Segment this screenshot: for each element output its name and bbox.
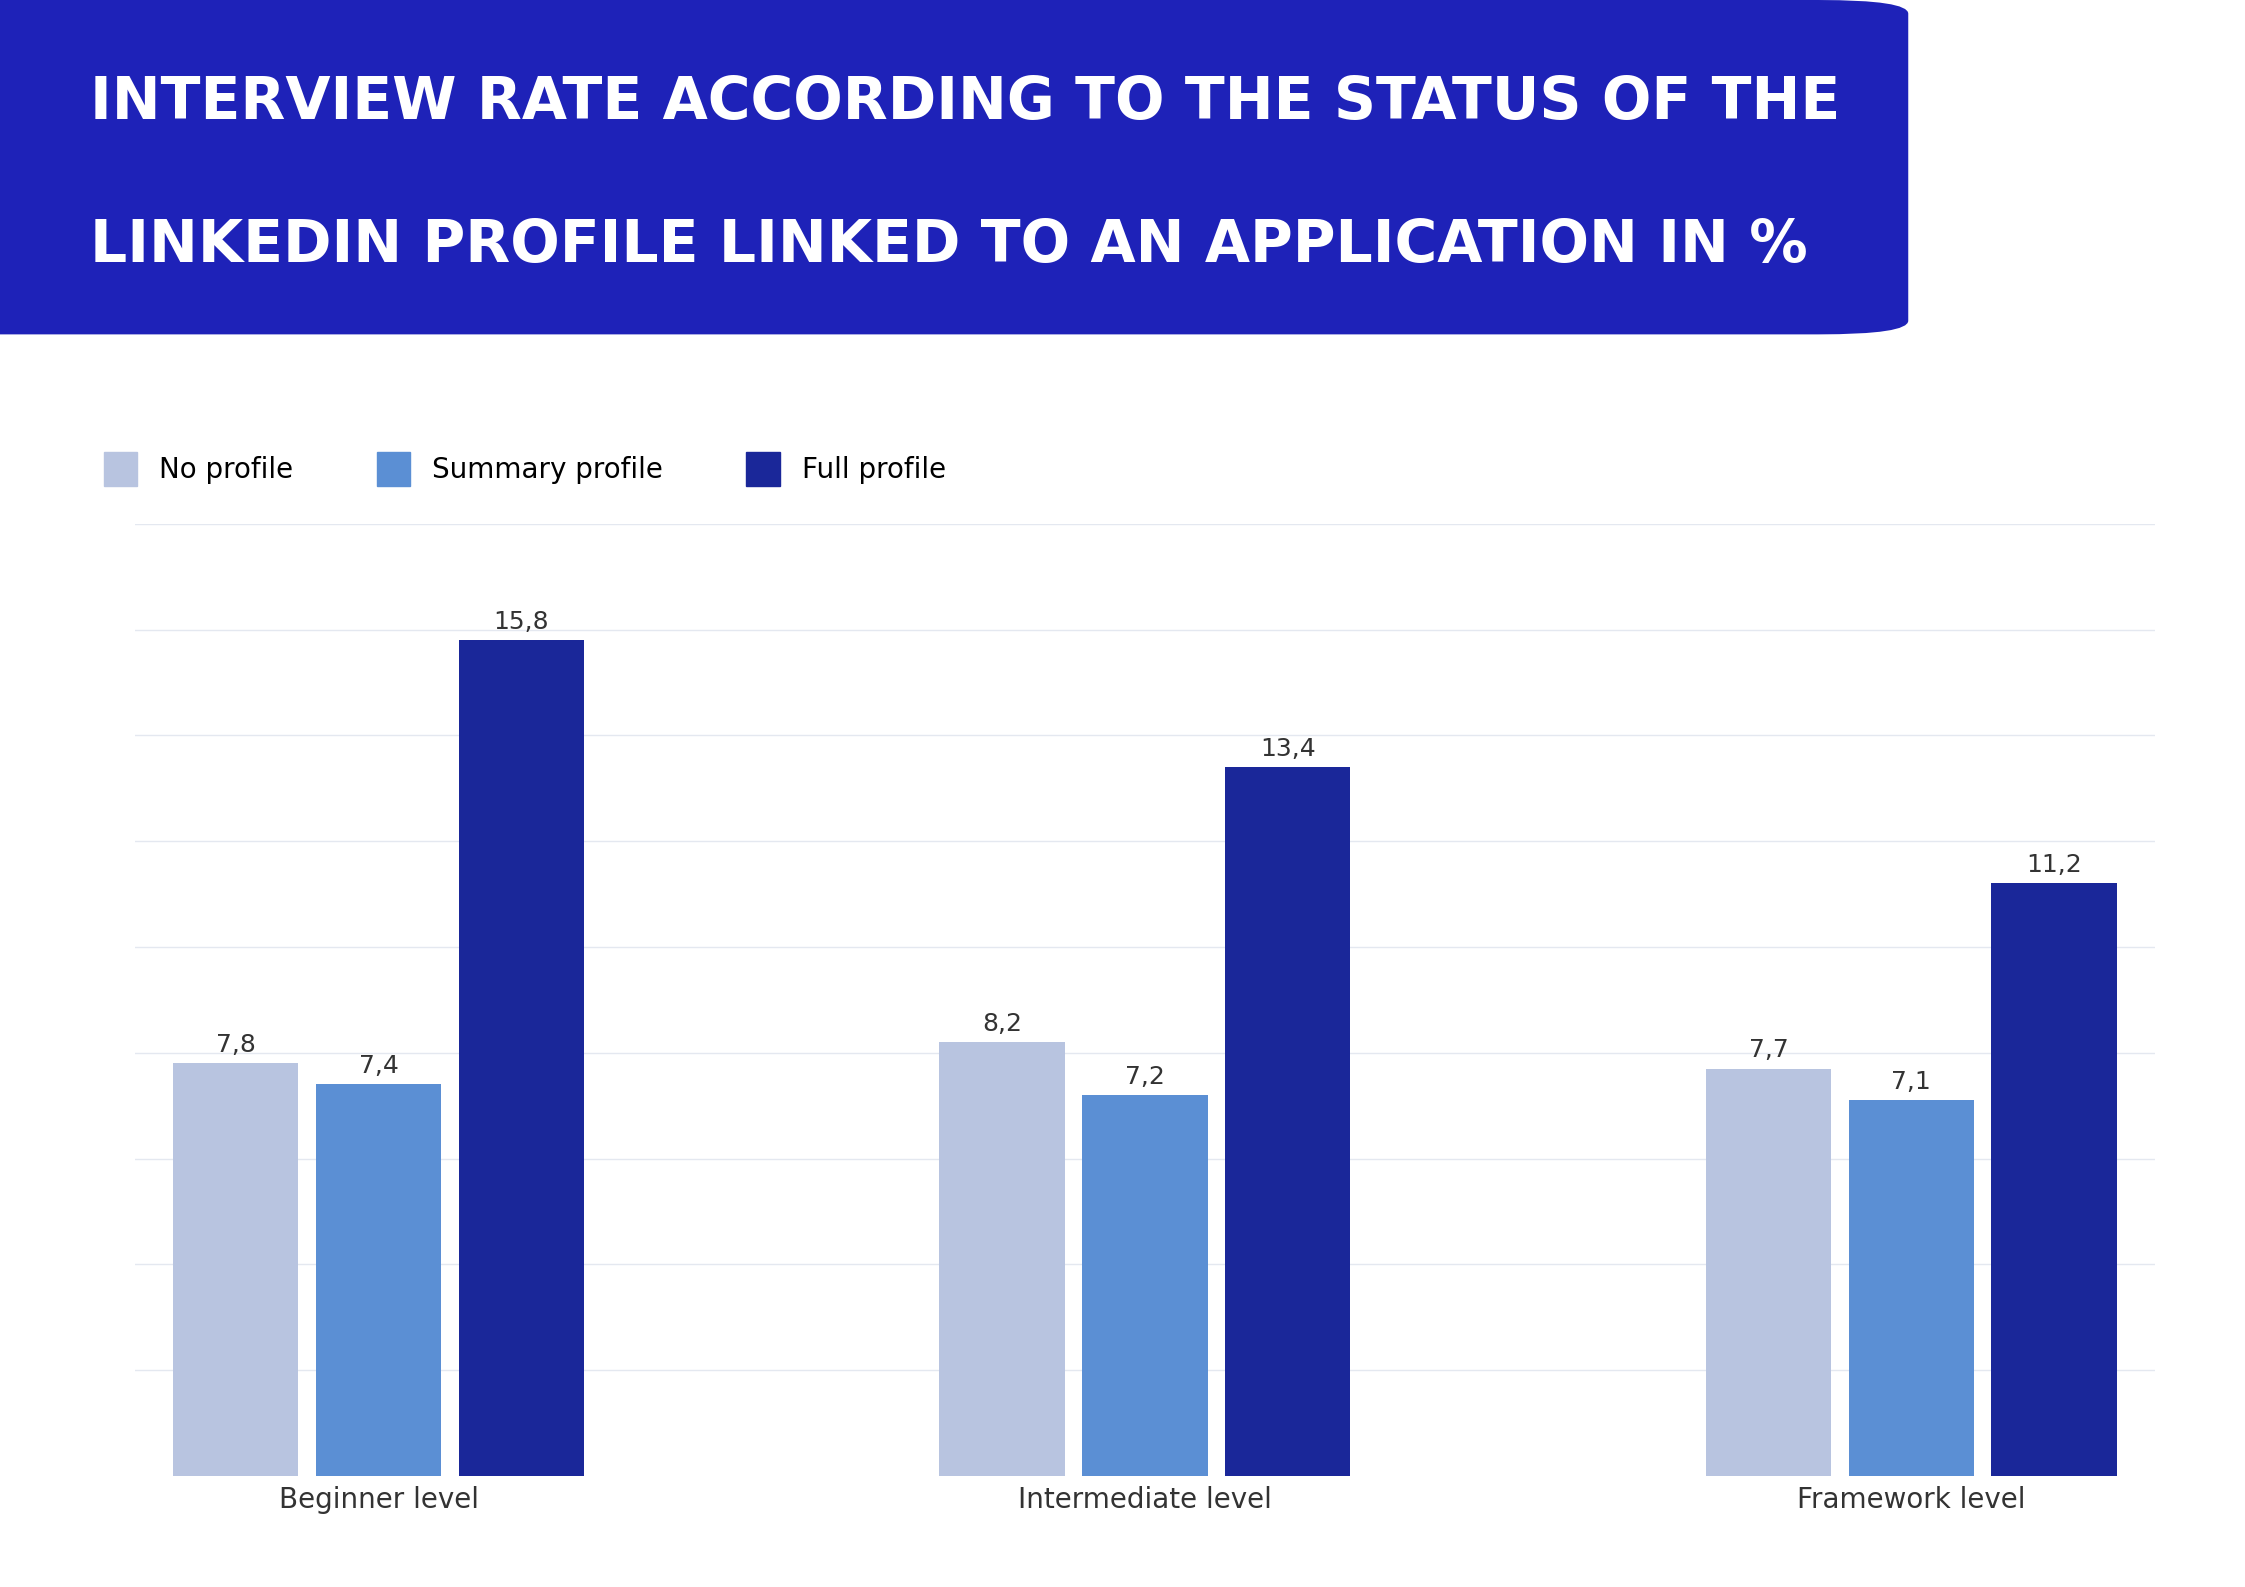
Bar	[317, 1084, 442, 1476]
FancyBboxPatch shape	[0, 10, 224, 324]
Bar	[1991, 884, 2117, 1476]
Text: 8,2: 8,2	[981, 1013, 1021, 1036]
Legend: No profile, Summary profile, Full profile: No profile, Summary profile, Full profil…	[103, 452, 945, 486]
Bar	[458, 640, 584, 1476]
Text: INTERVIEW RATE ACCORDING TO THE STATUS OF THE: INTERVIEW RATE ACCORDING TO THE STATUS O…	[90, 75, 1841, 130]
Text: 7,2: 7,2	[1125, 1065, 1165, 1089]
Text: 7,4: 7,4	[359, 1054, 400, 1078]
Text: 13,4: 13,4	[1259, 736, 1316, 760]
Text: 7,8: 7,8	[216, 1033, 256, 1057]
Bar	[1848, 1100, 1973, 1476]
Text: 11,2: 11,2	[2027, 854, 2081, 878]
Text: LINKEDIN PROFILE LINKED TO AN APPLICATION IN %: LINKEDIN PROFILE LINKED TO AN APPLICATIO…	[90, 217, 1807, 275]
Bar	[173, 1063, 299, 1476]
Text: 7,1: 7,1	[1893, 1070, 1931, 1093]
Bar	[1226, 767, 1351, 1476]
Text: 7,7: 7,7	[1749, 1038, 1789, 1062]
FancyBboxPatch shape	[0, 0, 1908, 335]
Text: 15,8: 15,8	[494, 609, 550, 633]
Bar	[1706, 1068, 1832, 1476]
Bar	[1082, 1095, 1208, 1476]
Bar	[938, 1043, 1064, 1476]
